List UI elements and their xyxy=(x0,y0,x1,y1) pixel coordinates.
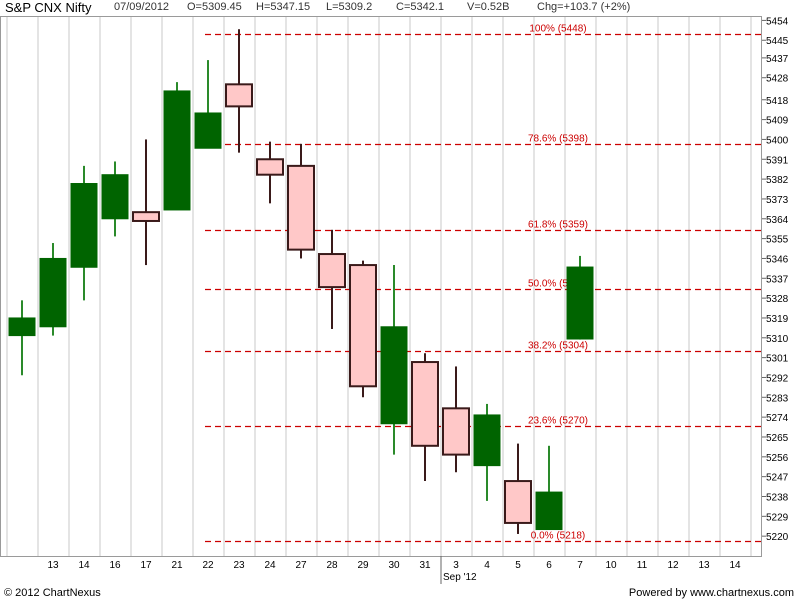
x-tick-label: 10 xyxy=(605,560,617,571)
x-tick-label: 13 xyxy=(698,560,710,571)
candle-body xyxy=(566,266,594,340)
x-tick-label: 3 xyxy=(453,560,459,571)
candle-body xyxy=(349,264,377,388)
fib-level-label: 23.6% (5270) xyxy=(528,416,588,427)
y-tick-label: 5220 xyxy=(766,532,789,543)
chart-header: S&P CNX Nifty 07/09/2012 O=5309.45 H=534… xyxy=(0,0,800,16)
candle-body xyxy=(8,317,36,337)
y-tick-label: 5428 xyxy=(766,74,789,85)
x-tick-label: 13 xyxy=(47,560,59,571)
fib-level-label: 61.8% (5359) xyxy=(528,220,588,231)
x-tick-label: 31 xyxy=(419,560,431,571)
grid-lines xyxy=(6,16,752,556)
y-tick-label: 5229 xyxy=(766,512,789,523)
x-axis: 13 14 16 17 21 22 23 24 27 28 29 30 31 3 4 5 6 7 10 11 12 13 1… xyxy=(47,556,741,584)
y-tick-label: 5364 xyxy=(766,215,789,226)
instrument-title: S&P CNX Nifty xyxy=(5,0,92,15)
x-tick-label: 30 xyxy=(388,560,400,571)
y-tick-label: 5437 xyxy=(766,54,789,65)
y-axis: 5454 5445 5437 5428 5418 5409 5400 5391 5382 5373… xyxy=(762,16,789,543)
y-tick-label: 5247 xyxy=(766,473,789,484)
y-tick-label: 5238 xyxy=(766,492,789,503)
x-tick-label: 7 xyxy=(577,560,583,571)
y-tick-label: 5310 xyxy=(766,334,789,345)
candle-body xyxy=(318,253,346,289)
chart-frame xyxy=(0,16,762,557)
copyright-text: © 2012 ChartNexus xyxy=(4,587,101,599)
high-value: H=5347.15 xyxy=(256,1,311,13)
candle-body xyxy=(101,174,129,220)
y-tick-label: 5373 xyxy=(766,195,789,206)
candle-body xyxy=(194,112,222,149)
x-tick-label: 21 xyxy=(171,560,183,571)
y-tick-label: 5292 xyxy=(766,373,789,384)
y-tick-label: 5256 xyxy=(766,453,789,464)
low-value: L=5309.2 xyxy=(326,1,373,13)
candle-body xyxy=(473,414,501,467)
x-tick-label: 29 xyxy=(357,560,369,571)
candle-body xyxy=(380,326,408,425)
fib-level-label: 50.0% (5332) xyxy=(528,279,588,290)
x-tick-label: 17 xyxy=(140,560,152,571)
y-tick-label: 5301 xyxy=(766,354,789,365)
y-tick-label: 5265 xyxy=(766,433,789,444)
open-value: O=5309.45 xyxy=(187,1,242,13)
x-tick-label: 5 xyxy=(515,560,521,571)
y-tick-label: 5400 xyxy=(766,135,789,146)
candle-body xyxy=(39,257,67,328)
x-tick-label: 6 xyxy=(546,560,552,571)
y-tick-label: 5382 xyxy=(766,175,789,186)
candle-body xyxy=(535,491,563,531)
change-value: Chg=+103.7 (+2%) xyxy=(537,1,631,13)
plot-border xyxy=(0,16,762,557)
y-tick-label: 5418 xyxy=(766,96,789,107)
candle-body xyxy=(411,361,439,447)
x-tick-label: 4 xyxy=(484,560,490,571)
fib-level-label: 100% (5448) xyxy=(529,24,586,35)
y-tick-label: 5355 xyxy=(766,235,789,246)
fib-level-label: 38.2% (5304) xyxy=(528,341,588,352)
x-tick-label: 12 xyxy=(667,560,679,571)
x-tick-label: 14 xyxy=(729,560,741,571)
y-tick-label: 5319 xyxy=(766,314,789,325)
candle-body xyxy=(442,407,470,456)
x-tick-label: 14 xyxy=(78,560,90,571)
y-tick-label: 5409 xyxy=(766,116,789,127)
candle-body xyxy=(163,90,191,211)
candles xyxy=(8,29,594,534)
candle-body xyxy=(287,164,315,251)
y-tick-label: 5391 xyxy=(766,155,789,166)
candle-body xyxy=(132,211,160,222)
close-value: C=5342.1 xyxy=(396,1,445,13)
y-tick-label: 5283 xyxy=(766,393,789,404)
x-tick-label: 16 xyxy=(109,560,121,571)
y-tick-label: 5337 xyxy=(766,274,789,285)
powered-by-text: Powered by www.chartnexus.com xyxy=(628,587,794,599)
volume-value: V=0.52B xyxy=(467,1,510,13)
y-tick-label: 5274 xyxy=(766,413,789,424)
candle-body xyxy=(504,480,532,524)
fib-level-label: 78.6% (5398) xyxy=(528,134,588,145)
x-tick-label: 27 xyxy=(295,560,307,571)
candle-body xyxy=(256,158,284,176)
y-tick-label: 5346 xyxy=(766,254,789,265)
x-tick-label: 24 xyxy=(264,560,276,571)
x-tick-label: 28 xyxy=(326,560,338,571)
y-tick-label: 5454 xyxy=(766,16,789,27)
x-tick-label: 22 xyxy=(202,560,214,571)
fibonacci-levels: 100% (5448) 78.6% (5398) 61.8% (5359) 50.0%… xyxy=(205,24,762,543)
x-tick-label: 23 xyxy=(233,560,245,571)
y-tick-label: 5328 xyxy=(766,294,789,305)
x-month-label: Sep '12 xyxy=(443,572,477,583)
candle-body xyxy=(70,183,98,268)
fib-level-label: 0.0% (5218) xyxy=(531,531,585,542)
x-tick-label: 11 xyxy=(637,560,648,571)
candle-body xyxy=(225,83,253,108)
y-tick-label: 5445 xyxy=(766,36,789,47)
quote-date: 07/09/2012 xyxy=(114,1,170,13)
